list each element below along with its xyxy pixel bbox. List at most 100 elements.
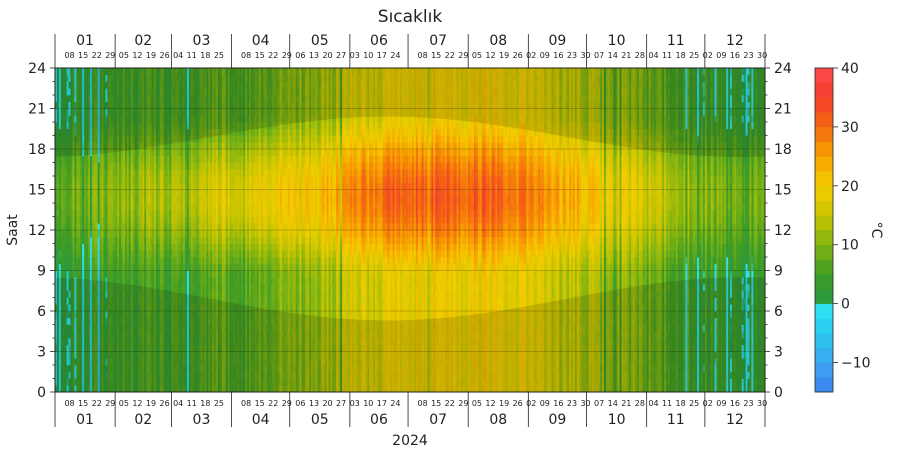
- heatmap-cell: [93, 128, 97, 136]
- heatmap-cell: [80, 182, 83, 190]
- heatmap-cell: [89, 209, 93, 217]
- heatmap-cell: [101, 182, 104, 190]
- heatmap-cell: [60, 378, 64, 386]
- heatmap-cell: [78, 351, 81, 359]
- heatmap-cell: [82, 317, 85, 325]
- heatmap-cell: [101, 149, 104, 157]
- heatmap-cell: [99, 304, 102, 312]
- heatmap-cell: [62, 95, 66, 103]
- heatmap-cell: [78, 324, 81, 332]
- heatmap-cell: [70, 243, 73, 251]
- heatmap-cell: [87, 209, 91, 217]
- heatmap-cell: [93, 263, 97, 271]
- heatmap-cell: [95, 371, 99, 379]
- heatmap-cell: [62, 101, 66, 109]
- heatmap-cell: [62, 142, 66, 150]
- heatmap-cell: [62, 358, 66, 366]
- heatmap-cell: [78, 250, 81, 258]
- heatmap-cell: [82, 257, 85, 265]
- heatmap-cell: [72, 304, 75, 312]
- heatmap-cell: [82, 358, 85, 366]
- heatmap-cell: [78, 108, 81, 116]
- heatmap-cell: [91, 304, 95, 312]
- heatmap-cell: [103, 365, 106, 373]
- heatmap-cell: [64, 101, 67, 109]
- heatmap-cell: [70, 196, 73, 204]
- heatmap-cell: [84, 122, 87, 130]
- heatmap-cell: [99, 216, 102, 224]
- heatmap-cell: [93, 344, 97, 352]
- heatmap-cell: [60, 324, 64, 332]
- heatmap-cell: [62, 344, 66, 352]
- heatmap-cell: [64, 311, 67, 319]
- heatmap-cell: [58, 270, 62, 278]
- heatmap-cell: [103, 263, 106, 271]
- heatmap-cell: [105, 365, 108, 373]
- heatmap-cell: [60, 135, 64, 143]
- heatmap-cell: [56, 351, 60, 359]
- heatmap-cell: [64, 68, 67, 76]
- heatmap-cell: [95, 257, 99, 265]
- heatmap-cell: [97, 331, 100, 339]
- heatmap-cell: [86, 250, 89, 258]
- heatmap-cell: [97, 304, 100, 312]
- heatmap-cell: [60, 365, 64, 373]
- heatmap-cell: [91, 88, 95, 96]
- heatmap-cell: [76, 311, 79, 319]
- heatmap-cell: [91, 135, 95, 143]
- heatmap-cell: [55, 230, 58, 238]
- heatmap-cell: [99, 142, 102, 150]
- heatmap-cell: [62, 68, 66, 76]
- heatmap-cell: [84, 155, 87, 163]
- heatmap-cell: [55, 203, 58, 211]
- heatmap-cell: [78, 304, 81, 312]
- heatmap-cell: [99, 344, 102, 352]
- heatmap-cell: [66, 176, 69, 184]
- heatmap-cell: [72, 263, 75, 271]
- heatmap-cell: [72, 297, 75, 305]
- heatmap-cell: [70, 169, 73, 177]
- heatmap-cell: [86, 115, 89, 123]
- heatmap-cell: [86, 68, 89, 76]
- heatmap-cell: [101, 216, 104, 224]
- heatmap-cell: [74, 344, 77, 352]
- heatmap-cell: [99, 250, 102, 258]
- heatmap-cell: [60, 122, 64, 130]
- heatmap-cell: [97, 196, 100, 204]
- heatmap-cell: [55, 297, 58, 305]
- heatmap-cell: [87, 378, 91, 386]
- heatmap-cell: [103, 203, 106, 211]
- heatmap-cell: [93, 311, 97, 319]
- heatmap-cell: [74, 358, 77, 366]
- heatmap-cell: [86, 74, 89, 82]
- heatmap-cell: [64, 304, 67, 312]
- heatmap-cell: [60, 182, 64, 190]
- heatmap-cell: [66, 338, 69, 346]
- heatmap-cell: [66, 142, 69, 150]
- heatmap-cell: [55, 128, 58, 136]
- heatmap-cell: [66, 297, 69, 305]
- heatmap-cell: [84, 95, 87, 103]
- heatmap-cell: [101, 257, 104, 265]
- heatmap-cell: [97, 135, 100, 143]
- heatmap-cell: [66, 115, 69, 123]
- heatmap-cell: [91, 101, 95, 109]
- heatmap-cell: [103, 182, 106, 190]
- heatmap-cell: [66, 331, 69, 339]
- heatmap-cell: [60, 317, 64, 325]
- heatmap-cell: [91, 236, 95, 244]
- heatmap-cell: [89, 290, 93, 298]
- heatmap-cell: [58, 81, 62, 89]
- heatmap-cell: [82, 142, 85, 150]
- heatmap-cell: [89, 115, 93, 123]
- heatmap-cell: [78, 284, 81, 292]
- heatmap-cell: [80, 317, 83, 325]
- heatmap-cell: [55, 243, 58, 251]
- heatmap-cell: [103, 230, 106, 238]
- heatmap-cell: [89, 101, 93, 109]
- heatmap-cell: [64, 230, 67, 238]
- heatmap-cell: [70, 371, 73, 379]
- heatmap-cell: [55, 324, 58, 332]
- heatmap-cell: [91, 95, 95, 103]
- heatmap-cell: [97, 297, 100, 305]
